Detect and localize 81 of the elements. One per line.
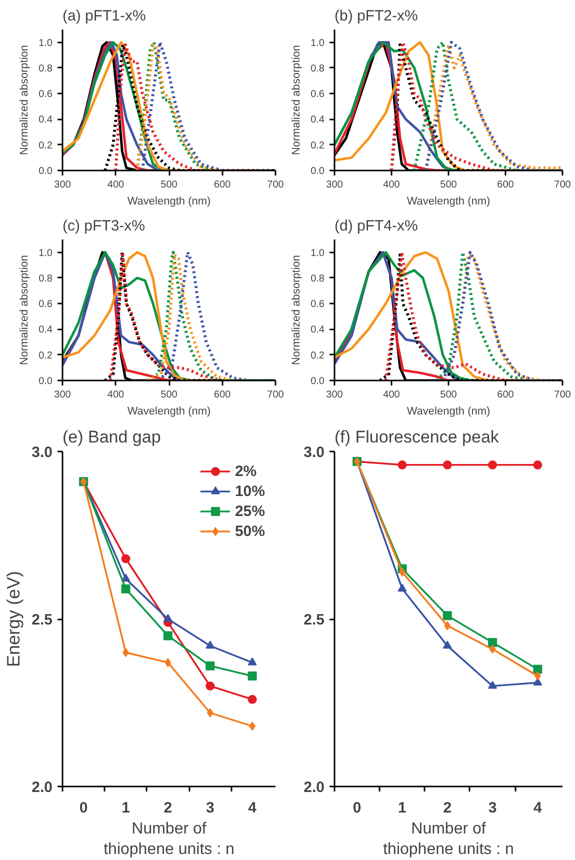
y-tick-label: 0.0	[310, 376, 325, 387]
chart-title: (f) Fluorescence peak	[334, 428, 500, 446]
x-tick-label: 700	[554, 180, 572, 190]
y-tick-label: 0.8	[38, 63, 53, 74]
x-tick-label: 0	[352, 800, 362, 816]
x-tick-label: 600	[497, 180, 514, 190]
y-tick-label: 0.2	[310, 140, 325, 152]
x-axis-title: Wavelength (nm)	[127, 406, 211, 418]
y-tick-label: 2.5	[304, 612, 325, 628]
x-tick-label: 2	[443, 800, 452, 816]
y-tick-label: 0.0	[38, 376, 53, 387]
y-tick-label: 0.0	[310, 166, 325, 177]
x-tick-label: 500	[440, 390, 458, 400]
legend-label: 25%	[234, 502, 265, 520]
chart-title: (c) pFT3-x%	[62, 218, 145, 234]
y-tick-label: 0.4	[310, 114, 325, 126]
x-axis-title: Number of thiophene units : n	[383, 820, 514, 858]
y-tick-label: 0.2	[310, 350, 325, 362]
x-tick-label: 300	[326, 180, 344, 190]
y-tick-label: 1.0	[38, 248, 53, 259]
x-tick-label: 400	[107, 180, 125, 190]
y-tick-label: 0.6	[38, 299, 53, 310]
x-tick-label: 3	[206, 800, 214, 816]
y-tick-label: 1.0	[310, 248, 325, 259]
y-tick-label: 2.0	[304, 779, 325, 796]
x-tick-label: 500	[440, 180, 458, 190]
chart-title: (b) pFT2-x%	[334, 8, 418, 24]
x-tick-label: 4	[533, 800, 542, 816]
x-tick-label: 3	[488, 800, 497, 816]
x-tick-label: 700	[554, 390, 572, 400]
y-tick-label: 0.2	[38, 140, 53, 152]
y-tick-label: 3.0	[32, 444, 53, 461]
x-tick-label: 500	[160, 390, 178, 400]
y-tick-label: 3.0	[304, 444, 325, 461]
legend-label: 50%	[234, 522, 265, 540]
y-tick-label: 0.4	[38, 114, 53, 126]
x-tick-label: 700	[267, 390, 284, 400]
chart-title: (d) pFT4-x%	[334, 218, 418, 234]
y-tick-label: 2.0	[32, 779, 53, 796]
x-tick-label: 400	[383, 180, 400, 190]
x-tick-label: 500	[160, 180, 178, 190]
y-axis-title: Normalized absorption	[290, 254, 303, 366]
y-tick-label: 0.6	[310, 299, 325, 310]
y-tick-label: 1.0	[310, 38, 325, 49]
y-axis-title: Normalized absorption	[18, 44, 31, 156]
y-tick-label: 0.0	[38, 166, 53, 177]
y-tick-label: 0.8	[310, 273, 325, 284]
x-axis-title: Number of thiophene units : n	[104, 820, 234, 858]
x-tick-label: 700	[267, 180, 284, 190]
x-axis-title: Wavelength (nm)	[127, 196, 211, 208]
x-axis-title: Wavelength (nm)	[406, 196, 490, 208]
x-axis-title: Wavelength (nm)	[406, 406, 490, 418]
y-tick-label: 0.4	[310, 324, 325, 336]
x-tick-label: 0	[79, 800, 88, 816]
x-tick-label: 1	[398, 800, 406, 816]
chart-title: (a) pFT1-x%	[62, 8, 146, 24]
x-tick-label: 600	[214, 390, 232, 400]
y-axis-title: Energy (eV)	[4, 570, 24, 668]
y-axis-title: Normalized absorption	[290, 44, 303, 156]
x-tick-label: 300	[54, 390, 72, 400]
y-tick-label: 2.5	[32, 612, 53, 628]
x-tick-label: 400	[107, 390, 125, 400]
y-axis-title: Normalized absorption	[18, 254, 31, 366]
legend-label: 10%	[234, 482, 265, 500]
x-tick-label: 600	[497, 390, 514, 400]
x-tick-label: 2	[164, 800, 172, 816]
y-tick-label: 1.0	[38, 38, 53, 49]
x-tick-label: 600	[214, 180, 232, 190]
y-tick-label: 0.8	[38, 273, 53, 284]
legend-label: 2%	[234, 462, 257, 480]
y-tick-label: 0.6	[38, 89, 53, 100]
x-tick-label: 1	[122, 800, 130, 816]
x-tick-label: 300	[326, 390, 344, 400]
x-tick-label: 400	[383, 390, 400, 400]
y-tick-label: 0.2	[38, 350, 53, 362]
y-tick-label: 0.4	[38, 324, 53, 336]
y-tick-label: 0.6	[310, 89, 325, 100]
x-tick-label: 4	[248, 800, 258, 816]
chart-title: (e) Band gap	[62, 428, 161, 446]
x-tick-label: 300	[54, 180, 72, 190]
y-tick-label: 0.8	[310, 63, 325, 74]
